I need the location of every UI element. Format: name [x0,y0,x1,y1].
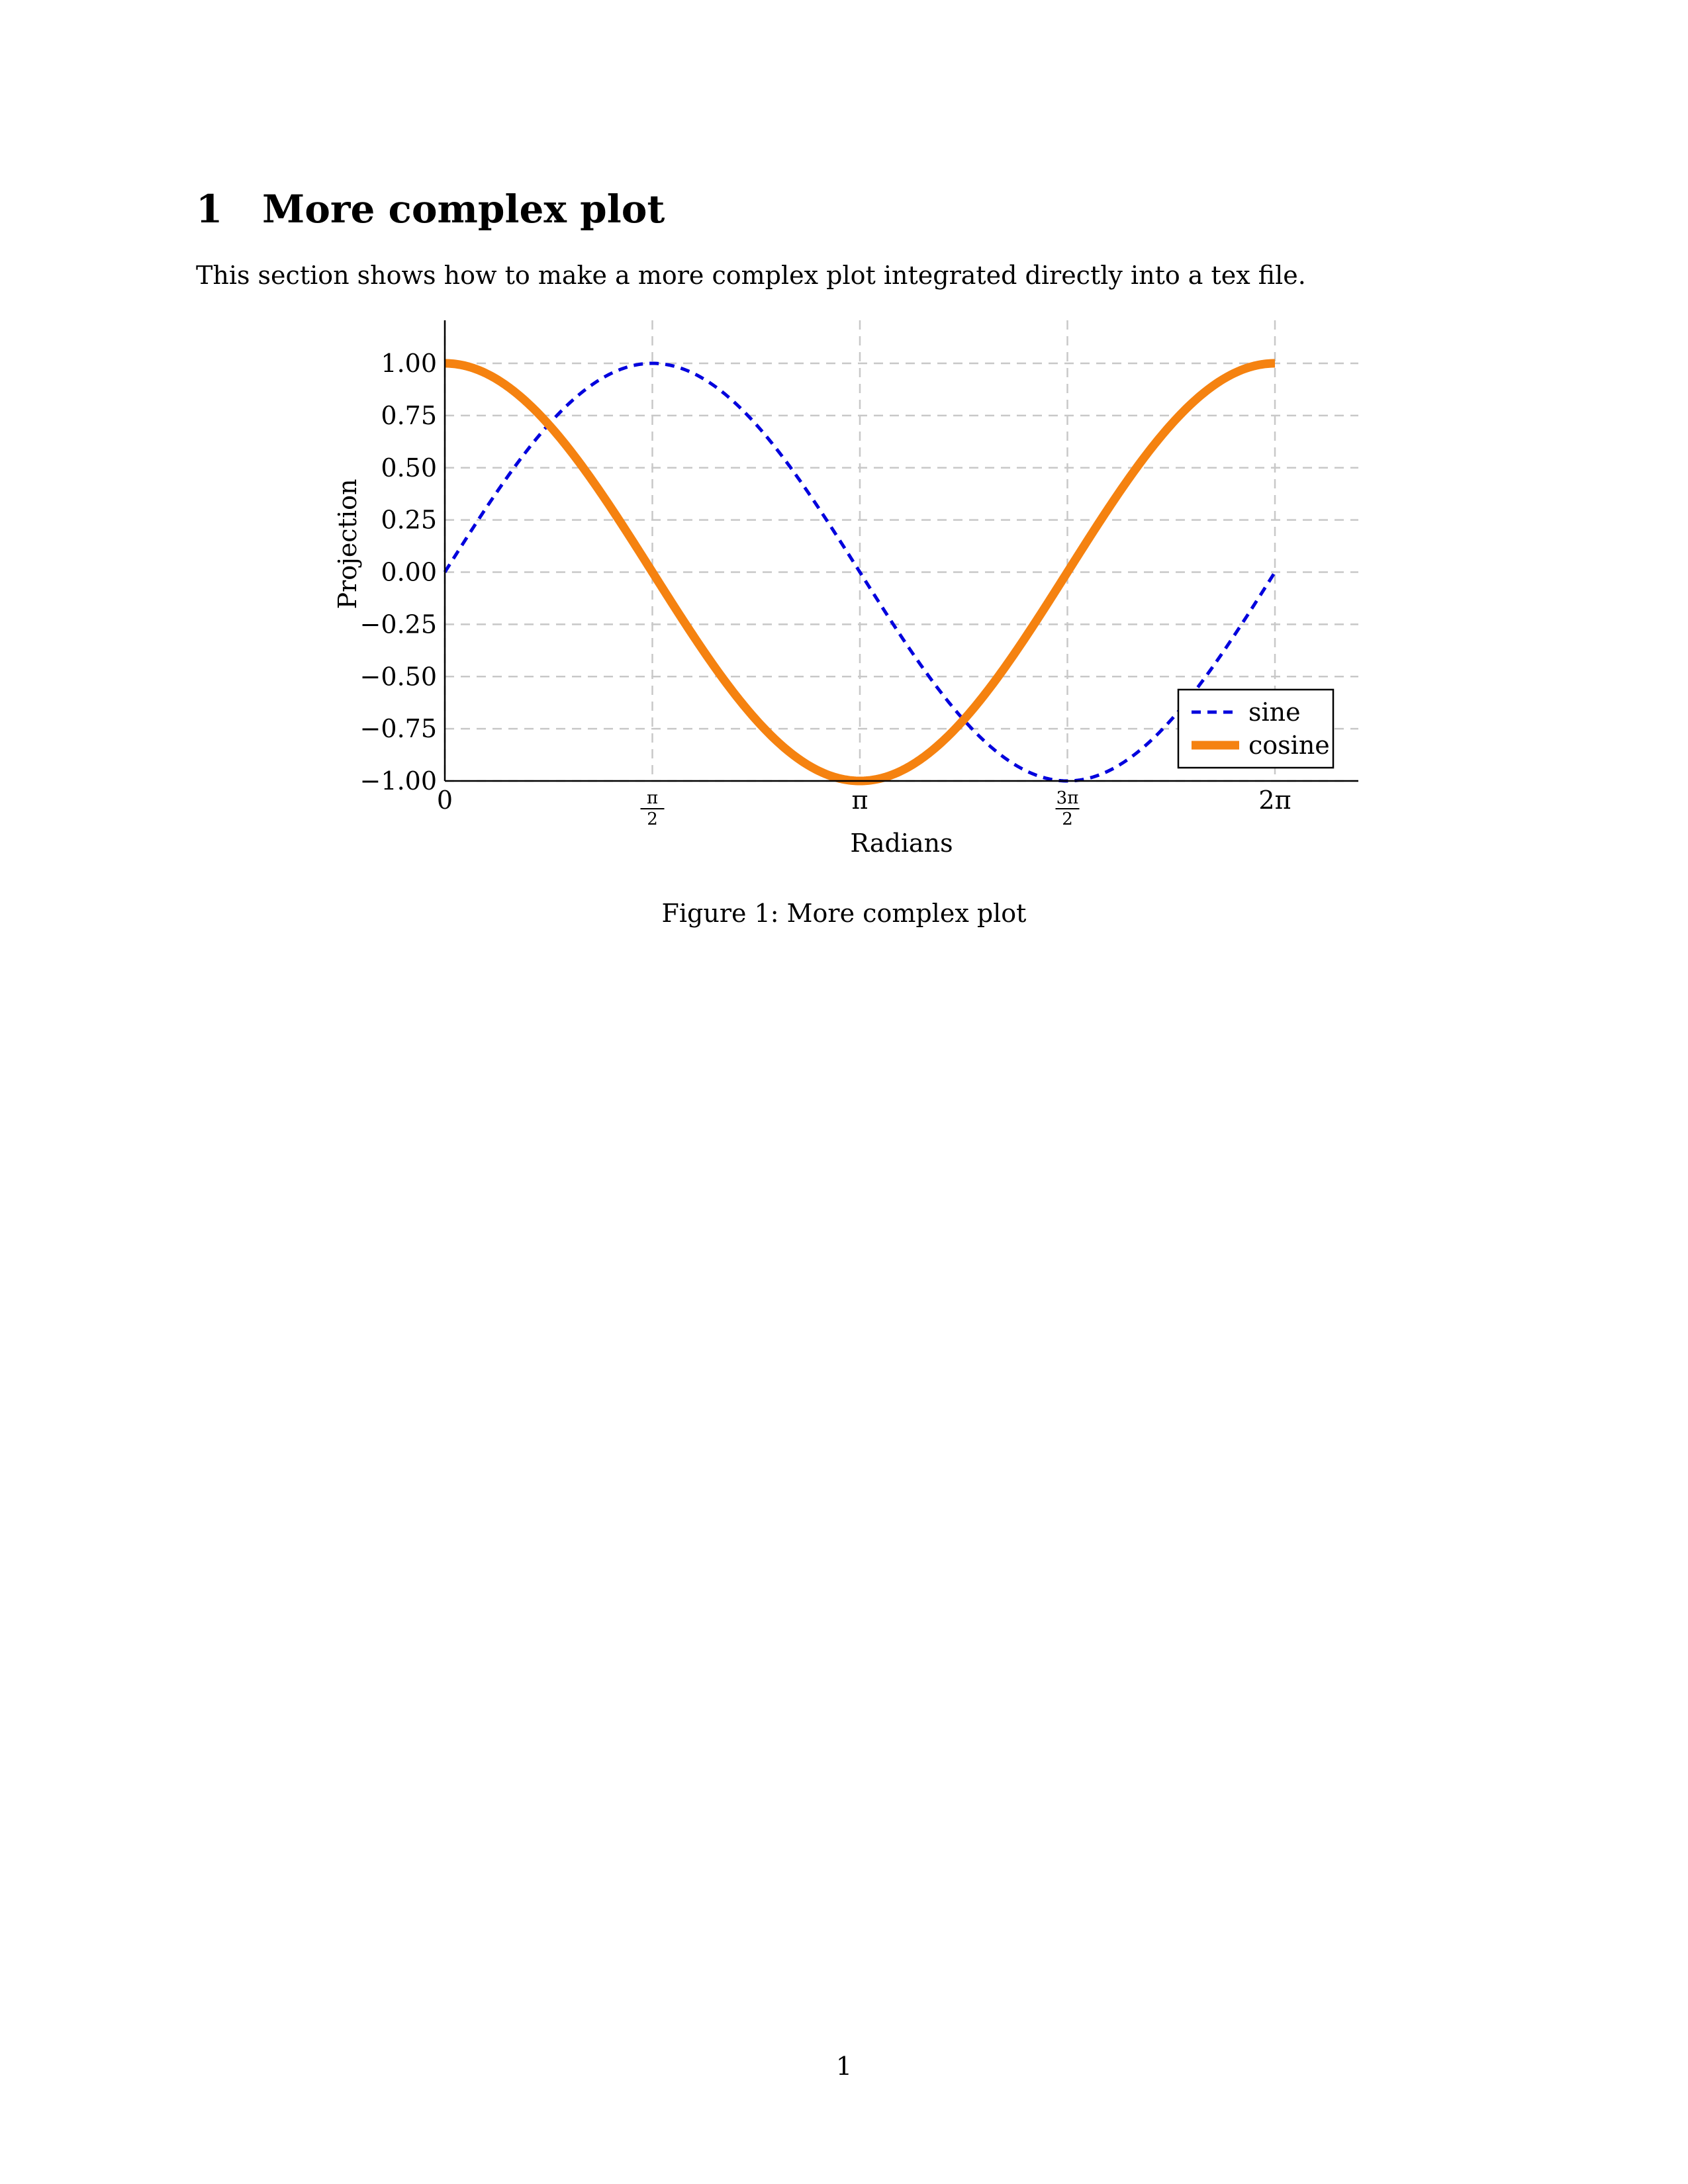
legend-box [1177,688,1335,769]
y-tick-label: 0.25 [381,506,437,535]
y-tick-label: 1.00 [381,349,437,378]
x-tick-label-denominator: 2 [1062,809,1073,829]
y-tick-label: 0.75 [381,401,437,430]
figure-caption: Figure 1: More complex plot [661,899,1027,928]
x-tick-label: 2π [1258,786,1291,815]
y-tick-label: −0.50 [360,662,437,691]
x-tick-label: π [852,786,868,815]
section-title: More complex plot [262,187,665,232]
legend-label-cosine: cosine [1248,731,1330,760]
x-tick-label: π2 [640,788,665,829]
x-axis-label: Radians [850,829,953,858]
section-heading: 1 More complex plot [196,183,665,236]
y-tick-label: −1.00 [360,766,437,796]
y-tick-label: 0.00 [381,558,437,587]
section-number: 1 [196,187,223,232]
y-tick-label: 0.50 [381,453,437,482]
figure: 1.00 0.75 0.50 0.25 0.00 −0.25 −0.50 −0.75 −1.00… [0,0,1688,966]
legend: sine cosine [1177,688,1335,769]
x-tick-label: 0 [437,786,453,815]
legend-label-sine: sine [1248,698,1301,727]
x-tick-label: 3π2 [1055,788,1080,829]
y-axis-label: Projection [333,479,362,610]
x-tick-label-denominator: 2 [647,809,658,829]
y-tick-label: −0.75 [360,714,437,743]
page-number: 1 [835,2052,853,2081]
line-chart: 1.00 0.75 0.50 0.25 0.00 −0.25 −0.50 −0.75 −1.00… [333,320,1358,858]
x-tick-label-numerator: π [647,788,658,808]
intro-paragraph: This section shows how to make a more co… [196,261,1306,290]
y-tick-label: −0.25 [360,610,437,639]
x-tick-label-numerator: 3π [1056,788,1079,808]
series-line-sine [443,361,1277,783]
